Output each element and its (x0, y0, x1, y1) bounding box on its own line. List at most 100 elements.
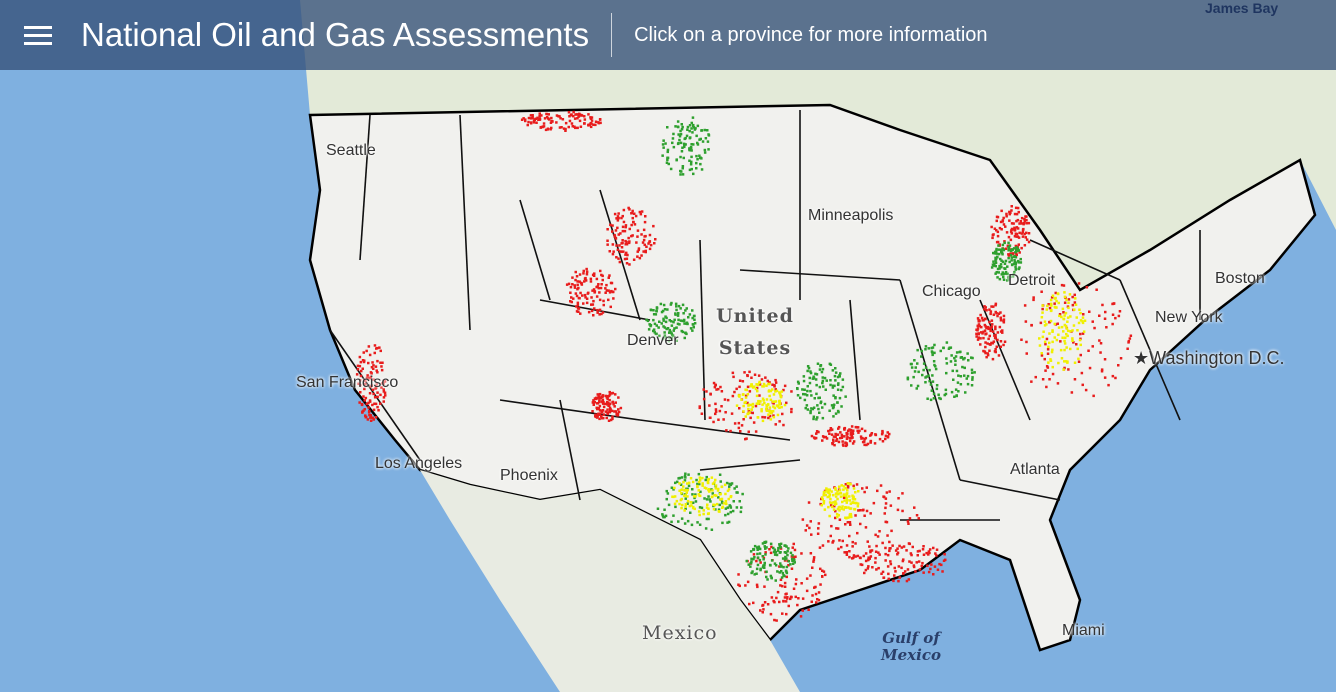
province-border[interactable] (359, 114, 371, 261)
well-point (893, 566, 896, 570)
well-point (683, 474, 687, 478)
well-point (770, 545, 773, 549)
well-point (933, 351, 936, 355)
well-point (889, 504, 893, 507)
well-point (599, 121, 602, 125)
well-point (809, 411, 812, 415)
well-point (832, 435, 836, 438)
province-border[interactable] (639, 419, 791, 441)
province-border[interactable] (329, 329, 421, 461)
well-point (717, 496, 720, 499)
well-point (750, 408, 753, 411)
well-point (702, 509, 705, 512)
province-border[interactable] (519, 199, 551, 301)
well-point (838, 375, 841, 378)
well-point (804, 406, 807, 410)
label-james-bay: James Bay (1205, 0, 1279, 16)
well-point (765, 384, 768, 387)
well-point (837, 440, 841, 444)
province-border[interactable] (739, 269, 901, 281)
well-point (761, 419, 765, 423)
province-border[interactable] (499, 399, 641, 421)
well-point (998, 226, 1002, 230)
well-point (689, 511, 692, 514)
well-point (1014, 261, 1017, 264)
well-point (1055, 306, 1058, 309)
well-point (710, 476, 714, 479)
well-point (625, 243, 629, 246)
well-point (865, 509, 869, 513)
well-point (1062, 330, 1065, 333)
well-point (812, 556, 816, 559)
province-border[interactable] (599, 189, 641, 321)
province-border[interactable] (459, 114, 471, 331)
well-point (738, 379, 742, 382)
well-point (845, 443, 849, 446)
well-point (1111, 313, 1115, 316)
well-point (705, 487, 708, 490)
province-border[interactable] (849, 299, 861, 421)
well-point (700, 168, 704, 171)
well-point (1047, 345, 1050, 349)
well-point (598, 313, 601, 316)
well-point (721, 505, 725, 509)
province-border[interactable] (959, 479, 1061, 501)
well-point (780, 390, 784, 393)
well-point (836, 383, 840, 386)
well-point (756, 389, 759, 393)
well-point (830, 501, 833, 505)
well-point (707, 148, 710, 151)
well-point (718, 409, 722, 413)
well-point (598, 298, 602, 302)
well-point (1012, 252, 1015, 255)
well-point (636, 250, 639, 253)
well-point (678, 476, 682, 480)
well-point (1048, 341, 1051, 345)
well-point (1034, 375, 1037, 379)
well-point (1019, 220, 1023, 223)
province-border[interactable] (1119, 279, 1181, 421)
well-point (744, 394, 748, 398)
well-point (993, 227, 997, 230)
well-point (615, 256, 618, 259)
province-border[interactable] (1029, 239, 1121, 281)
well-point (683, 494, 686, 498)
well-point (791, 554, 794, 557)
well-point (878, 553, 881, 556)
well-point (666, 308, 669, 311)
well-point (920, 349, 923, 353)
well-point (758, 394, 761, 397)
well-point (800, 582, 803, 585)
well-point (834, 492, 838, 495)
well-point (1069, 347, 1072, 351)
well-point (781, 584, 784, 588)
well-point (382, 396, 386, 399)
hamburger-menu-icon[interactable] (24, 21, 52, 50)
well-point (851, 540, 854, 544)
well-point (676, 142, 680, 146)
well-point (569, 114, 573, 117)
province-border[interactable] (699, 459, 801, 471)
well-point (829, 383, 832, 387)
well-point (833, 503, 837, 506)
province-border[interactable] (539, 299, 651, 321)
well-point (1025, 218, 1028, 222)
well-point (611, 230, 614, 233)
well-point (774, 381, 778, 384)
well-point (1004, 270, 1008, 274)
well-point (600, 411, 604, 414)
well-point (836, 375, 840, 379)
well-point (717, 487, 720, 491)
well-point (778, 571, 781, 574)
well-point (835, 527, 838, 530)
province-border[interactable] (979, 299, 1031, 421)
label-miami: Miami (1062, 622, 1105, 639)
province-border[interactable] (559, 399, 581, 501)
well-point (913, 370, 917, 373)
well-point (767, 416, 770, 420)
well-point (1055, 338, 1059, 342)
well-point (664, 336, 667, 339)
well-point (831, 386, 835, 389)
